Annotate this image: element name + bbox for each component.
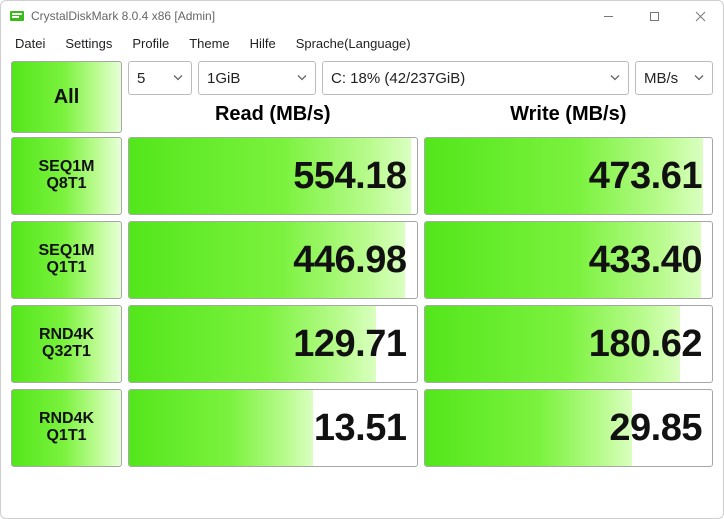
test-button-seq1m-q1t1[interactable]: SEQ1M Q1T1 xyxy=(11,221,122,299)
run-all-button[interactable]: All xyxy=(11,61,122,133)
write-bar xyxy=(425,390,632,466)
write-header: Write (MB/s) xyxy=(424,103,714,126)
write-value: 473.61 xyxy=(589,155,702,198)
write-value-cell: 473.61 xyxy=(424,137,714,215)
menu-hilfe[interactable]: Hilfe xyxy=(240,33,286,54)
write-value: 29.85 xyxy=(609,407,702,450)
read-value-cell: 13.51 xyxy=(128,389,418,467)
unit-value: MB/s xyxy=(644,70,678,87)
read-value: 13.51 xyxy=(314,407,407,450)
test-label-line2: Q1T1 xyxy=(46,428,86,445)
runs-select[interactable]: 5 xyxy=(128,61,192,95)
test-button-seq1m-q8t1[interactable]: SEQ1M Q8T1 xyxy=(11,137,122,215)
test-label-line1: RND4K xyxy=(39,411,94,428)
menu-theme[interactable]: Theme xyxy=(179,33,239,54)
test-label-line1: RND4K xyxy=(39,327,94,344)
runs-value: 5 xyxy=(137,70,145,87)
title-bar: CrystalDiskMark 8.0.4 x86 [Admin] xyxy=(1,1,723,31)
write-value-cell: 180.62 xyxy=(424,305,714,383)
unit-select[interactable]: MB/s xyxy=(635,61,713,95)
window-controls xyxy=(585,1,723,31)
read-bar xyxy=(129,390,313,466)
results-grid: SEQ1M Q8T1 554.18 473.61 SEQ1M Q1T1 446.… xyxy=(11,137,713,467)
test-label-line1: SEQ1M xyxy=(38,243,94,260)
size-select[interactable]: 1GiB xyxy=(198,61,316,95)
read-value-cell: 129.71 xyxy=(128,305,418,383)
menu-sprache[interactable]: Sprache(Language) xyxy=(286,33,421,54)
write-value: 433.40 xyxy=(589,239,702,282)
chevron-down-icon xyxy=(297,70,307,87)
size-value: 1GiB xyxy=(207,70,240,87)
test-button-rnd4k-q32t1[interactable]: RND4K Q32T1 xyxy=(11,305,122,383)
app-icon xyxy=(9,8,25,24)
read-header: Read (MB/s) xyxy=(128,103,418,126)
maximize-button[interactable] xyxy=(631,1,677,31)
test-label-line2: Q32T1 xyxy=(42,344,91,361)
menu-bar: Datei Settings Profile Theme Hilfe Sprac… xyxy=(1,31,723,55)
read-value-cell: 446.98 xyxy=(128,221,418,299)
drive-select[interactable]: C: 18% (42/237GiB) xyxy=(322,61,629,95)
read-value: 554.18 xyxy=(293,155,406,198)
write-value: 180.62 xyxy=(589,323,702,366)
menu-settings[interactable]: Settings xyxy=(55,33,122,54)
minimize-button[interactable] xyxy=(585,1,631,31)
run-all-label: All xyxy=(54,86,80,109)
read-value: 446.98 xyxy=(293,239,406,282)
chevron-down-icon xyxy=(173,70,183,87)
test-button-rnd4k-q1t1[interactable]: RND4K Q1T1 xyxy=(11,389,122,467)
menu-profile[interactable]: Profile xyxy=(122,33,179,54)
chevron-down-icon xyxy=(610,70,620,87)
test-label-line2: Q1T1 xyxy=(46,260,86,277)
read-value-cell: 554.18 xyxy=(128,137,418,215)
drive-value: C: 18% (42/237GiB) xyxy=(331,70,465,87)
write-value-cell: 29.85 xyxy=(424,389,714,467)
chevron-down-icon xyxy=(694,70,704,87)
menu-datei[interactable]: Datei xyxy=(5,33,55,54)
read-value: 129.71 xyxy=(293,323,406,366)
test-label-line2: Q8T1 xyxy=(46,176,86,193)
close-button[interactable] xyxy=(677,1,723,31)
write-value-cell: 433.40 xyxy=(424,221,714,299)
main-panel: All 5 1GiB C: 18% (42/237GiB) MB/s xyxy=(1,55,723,518)
window-title: CrystalDiskMark 8.0.4 x86 [Admin] xyxy=(31,9,215,23)
test-label-line1: SEQ1M xyxy=(38,159,94,176)
